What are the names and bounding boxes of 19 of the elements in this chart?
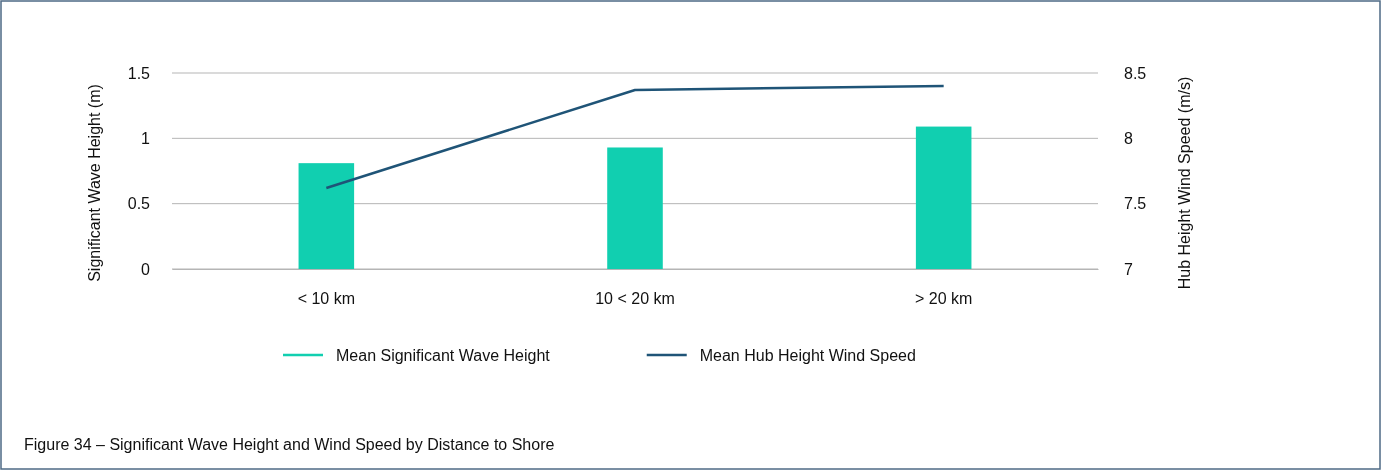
y2-tick-label: 8 <box>1124 129 1133 147</box>
caption: Figure 34 – Significant Wave Height and Wind Speed by Distance to Shore <box>24 436 555 453</box>
y-tick-label: 1.5 <box>127 64 151 82</box>
y2-tick-label: 7.5 <box>1124 195 1147 213</box>
bar <box>298 163 355 269</box>
legend-label: Mean Hub Height Wind Speed <box>699 347 916 364</box>
x-tick-label: 10 < 20 km <box>595 290 675 308</box>
y-tick-label: 0.5 <box>127 195 151 213</box>
x-tick-label: < 10 km <box>297 290 356 308</box>
y-tick-label: 0 <box>141 260 151 278</box>
y2-tick-label: 8.5 <box>1124 64 1147 82</box>
y2-tick-label: 7 <box>1124 260 1133 278</box>
bar <box>915 126 972 269</box>
legend-label: Mean Significant Wave Height <box>336 347 551 364</box>
y2-axis-title: Hub Height Wind Speed (m/s) <box>1176 76 1193 290</box>
y-tick-label: 1 <box>141 129 151 147</box>
y-axis-title: Significant Wave Height (m) <box>86 84 103 282</box>
bar <box>607 147 663 269</box>
x-tick-label: > 20 km <box>914 290 973 308</box>
